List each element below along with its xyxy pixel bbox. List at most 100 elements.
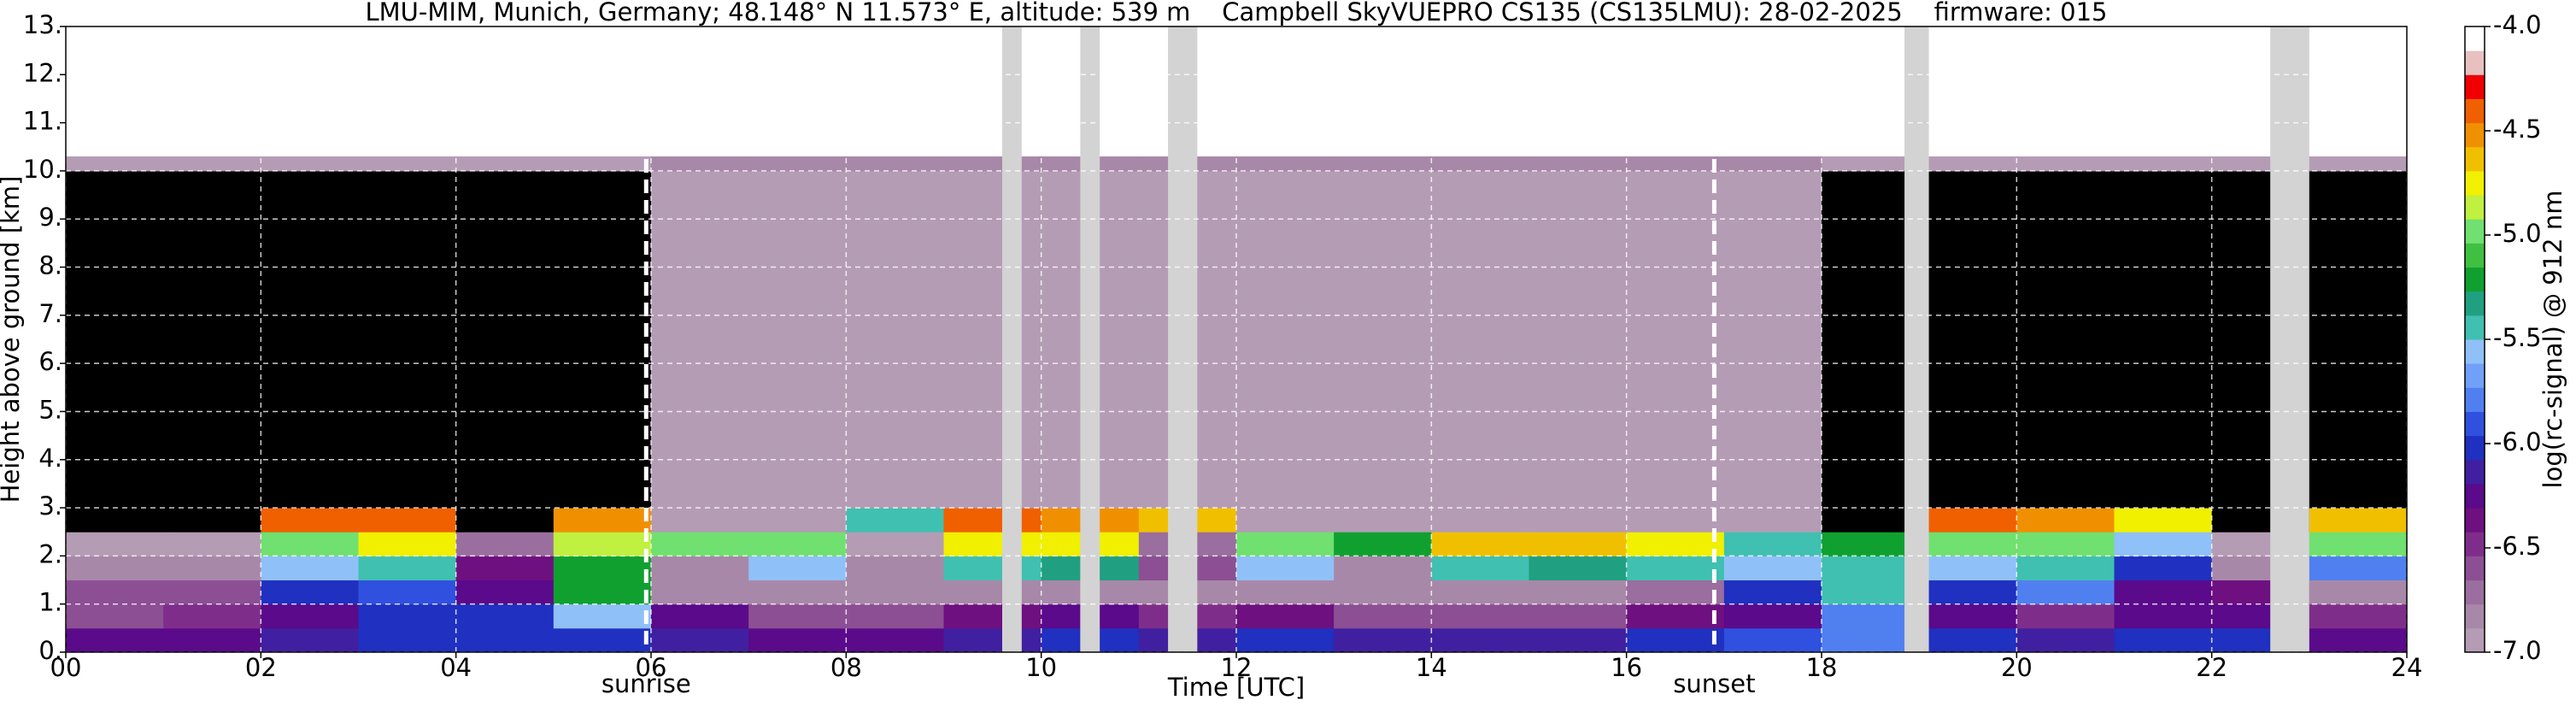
heatmap-cell — [2016, 170, 2115, 220]
heatmap-cell — [358, 627, 457, 653]
heatmap-cell — [1431, 556, 1529, 581]
heatmap-cell — [1431, 627, 1529, 653]
heatmap-cell — [553, 170, 652, 220]
heatmap-cell — [66, 219, 164, 268]
heatmap-cell — [1431, 603, 1529, 629]
heatmap-cell — [2016, 508, 2115, 532]
heatmap-cell — [66, 603, 164, 629]
heatmap-cell — [1334, 219, 1432, 268]
heatmap-cell — [261, 170, 359, 220]
heatmap-cell — [163, 627, 261, 653]
colorbar-swatch — [2465, 122, 2485, 148]
y-tick-label: 0. — [38, 636, 62, 665]
heatmap-cell — [1529, 580, 1628, 605]
heatmap-cell — [1919, 532, 2017, 556]
heatmap-cell — [748, 580, 847, 605]
heatmap-cell — [1529, 603, 1628, 629]
heatmap-cell — [2309, 627, 2408, 653]
heatmap-cell — [1236, 556, 1335, 581]
heatmap-cell — [748, 532, 847, 556]
heatmap-cell — [66, 627, 164, 653]
heatmap-cell — [2016, 267, 2115, 316]
colorbar-label: log(rc-signal) @ 912 nm — [2538, 191, 2567, 489]
heatmap-cell — [261, 556, 359, 581]
heatmap-cell — [1431, 156, 1529, 172]
heatmap-cell — [1431, 315, 1529, 364]
heatmap-cell — [1919, 627, 2017, 653]
heatmap-cell — [1334, 508, 1432, 532]
heatmap-cell — [163, 219, 261, 268]
heatmap-cell — [846, 627, 944, 653]
heatmap-cell — [1822, 363, 1920, 412]
heatmap-cell — [261, 219, 359, 268]
heatmap-cell — [2114, 508, 2213, 532]
y-tick-label: 11. — [23, 107, 62, 136]
colorbar-swatch — [2465, 98, 2485, 124]
colorbar-swatch — [2465, 291, 2485, 316]
heatmap-cell — [1334, 627, 1432, 653]
heatmap-cell — [2309, 156, 2408, 172]
heatmap-cell — [1236, 508, 1335, 532]
colorbar-swatch — [2465, 267, 2485, 292]
y-tick-label: 8. — [38, 251, 62, 280]
heatmap-cell — [261, 627, 359, 653]
heatmap-cell — [358, 508, 457, 532]
heatmap-cell — [1236, 580, 1335, 605]
heatmap-cell — [2016, 556, 2115, 581]
heatmap-cell — [1822, 556, 1920, 581]
heatmap-cell — [1529, 363, 1628, 412]
heatmap-cell — [1236, 459, 1335, 509]
colorbar-swatch — [2465, 532, 2485, 556]
heatmap-cell — [943, 580, 1042, 605]
heatmap-cell — [2114, 459, 2213, 509]
colorbar-tick-label: -5.5 — [2493, 323, 2542, 352]
heatmap-cell — [1919, 267, 2017, 316]
heatmap-cell — [1822, 267, 1920, 316]
heatmap-cell — [1529, 508, 1628, 532]
heatmap-cell — [2114, 363, 2213, 412]
heatmap-cell — [1919, 219, 2017, 268]
x-tick-label: 04 — [440, 653, 472, 682]
heatmap-cell — [2016, 627, 2115, 653]
heatmap-cell — [1236, 219, 1335, 268]
heatmap-cell — [1626, 580, 1725, 605]
x-tick-label: 00 — [50, 653, 82, 682]
heatmap-cell — [2309, 411, 2408, 461]
colorbar-tick-label: -7.0 — [2493, 636, 2542, 665]
heatmap-cell — [651, 411, 749, 461]
heatmap-cell — [455, 219, 555, 268]
heatmap-cell — [1529, 156, 1628, 172]
colorbar-swatch — [2465, 627, 2485, 653]
colorbar-swatch — [2465, 387, 2485, 412]
heatmap-cell — [2016, 603, 2115, 629]
heatmap-cell — [455, 556, 555, 581]
heatmap-cell — [261, 603, 359, 629]
heatmap-cell — [1723, 411, 1822, 461]
heatmap-cell — [455, 170, 555, 220]
heatmap-cell — [1431, 580, 1529, 605]
heatmap-cell — [1431, 267, 1529, 316]
colorbar-swatch — [2465, 603, 2485, 629]
heatmap-cell — [2114, 532, 2213, 556]
heatmap-cell — [1919, 459, 2017, 509]
heatmap-cell — [2114, 556, 2213, 581]
heatmap-cell — [1919, 580, 2017, 605]
x-tick-label: 14 — [1416, 653, 1447, 682]
heatmap-cell — [748, 411, 847, 461]
heatmap-cell — [553, 156, 652, 172]
x-tick-label: 16 — [1611, 653, 1642, 682]
heatmap-cell — [1236, 627, 1335, 653]
heatmap-cell — [748, 603, 847, 629]
colorbar-tick-label: -4.5 — [2493, 115, 2542, 144]
heatmap-cell — [651, 363, 749, 412]
heatmap-cell — [846, 556, 944, 581]
heatmap-cell — [846, 459, 944, 509]
heatmap-cell — [1822, 315, 1920, 364]
colorbar-tick-label: -4.0 — [2493, 10, 2542, 39]
heatmap-cell — [943, 219, 1042, 268]
x-tick-label: 02 — [245, 653, 277, 682]
heatmap-cell — [651, 556, 749, 581]
colorbar-swatch — [2465, 170, 2485, 196]
heatmap-cell — [553, 411, 652, 461]
